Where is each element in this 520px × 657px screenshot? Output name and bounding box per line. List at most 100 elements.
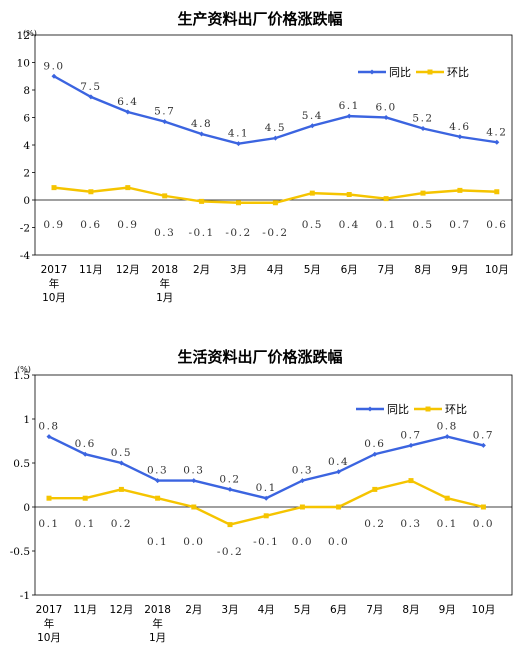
- x-tick-label: 4月: [267, 264, 284, 276]
- legend-label-1: 同比: [389, 66, 411, 79]
- x-tick-label: 年: [152, 617, 163, 630]
- y-tick-label: 1.5: [13, 370, 30, 382]
- data-label: 0.3: [147, 465, 168, 477]
- legend-marker: [425, 406, 431, 412]
- data-label: 4.6: [449, 121, 470, 133]
- data-point: [480, 504, 486, 510]
- data-label: 4.8: [191, 118, 212, 130]
- legend-label-2: 环比: [445, 403, 467, 416]
- data-label: 4.1: [228, 128, 249, 140]
- x-tick-label: 5月: [304, 264, 321, 276]
- plot-frame: [34, 374, 513, 596]
- data-point: [408, 478, 414, 484]
- x-tick-label: 3月: [230, 264, 247, 276]
- data-label: 0.6: [80, 219, 101, 231]
- x-tick-label: 11月: [79, 264, 103, 276]
- data-label: 0.3: [183, 465, 204, 477]
- data-point: [125, 185, 131, 191]
- data-label: -0.1: [253, 536, 279, 548]
- data-label: 0.0: [473, 518, 494, 530]
- y-tick-label: 1: [23, 414, 30, 426]
- data-label: 0.5: [111, 447, 132, 459]
- data-point: [272, 200, 278, 206]
- y-tick-label: 0: [23, 195, 30, 207]
- y-tick-label: 10: [17, 58, 30, 70]
- data-label: -0.1: [188, 227, 214, 239]
- data-point: [444, 434, 450, 440]
- y-tick-label: -4: [20, 250, 31, 262]
- x-tick-label: 7月: [378, 264, 395, 276]
- data-point: [420, 190, 426, 196]
- data-point: [162, 193, 168, 199]
- data-label: 5.7: [154, 106, 175, 118]
- x-tick-label: 7月: [366, 604, 383, 616]
- data-label: 0.3: [292, 465, 313, 477]
- x-tick-label: 8月: [414, 264, 431, 276]
- data-point: [457, 187, 463, 193]
- data-label: 0.7: [449, 219, 470, 231]
- data-label: 7.5: [80, 81, 101, 93]
- data-label: 9.0: [43, 60, 64, 72]
- data-label: 4.5: [265, 122, 286, 134]
- data-label: 0.6: [75, 438, 96, 450]
- data-point: [88, 94, 94, 100]
- data-point: [82, 451, 88, 457]
- data-point: [162, 119, 168, 125]
- data-label: 0.3: [400, 518, 421, 530]
- y-tick-label: 0: [23, 502, 30, 514]
- data-point: [51, 73, 57, 79]
- x-tick-label: 9月: [439, 604, 456, 616]
- data-point: [236, 200, 241, 206]
- data-point: [199, 198, 205, 204]
- data-label: 0.8: [38, 421, 59, 433]
- x-tick-label: 9月: [451, 264, 468, 276]
- data-label: 0.1: [256, 482, 277, 494]
- data-label: 0.2: [219, 473, 240, 485]
- data-point: [263, 513, 269, 519]
- x-tick-label: 6月: [330, 604, 347, 616]
- y-tick-label: -1: [20, 590, 30, 602]
- legend-marker: [367, 406, 373, 412]
- x-tick-label: 年: [44, 617, 55, 630]
- x-tick-label: 4月: [258, 604, 275, 616]
- y-unit-label: (%): [23, 29, 37, 38]
- data-point: [336, 504, 342, 510]
- data-label: -0.2: [225, 227, 251, 239]
- chart-title: 生产资料出厂价格涨跌幅: [177, 10, 342, 28]
- x-tick-label: 5月: [294, 604, 311, 616]
- x-tick-label: 2018: [151, 264, 178, 276]
- data-point: [444, 495, 450, 501]
- x-tick-label: 2017: [36, 604, 63, 616]
- data-point: [263, 495, 269, 501]
- data-label: 0.5: [412, 219, 433, 231]
- x-tick-label: 10月: [471, 604, 495, 616]
- data-label: 6.4: [117, 96, 138, 108]
- plot-frame: [34, 34, 513, 256]
- y-tick-label: 12: [17, 30, 30, 42]
- y-tick-label: 0.5: [13, 458, 30, 470]
- x-tick-label: 8月: [402, 604, 419, 616]
- x-tick-label: 10月: [42, 292, 66, 304]
- chart-title: 生活资料出厂价格涨跌幅: [177, 348, 342, 366]
- data-label: 0.8: [437, 421, 458, 433]
- data-label: 0.2: [111, 518, 132, 530]
- data-label: 0.1: [147, 536, 168, 548]
- data-point: [125, 109, 131, 115]
- data-point: [420, 126, 426, 131]
- data-point: [383, 115, 389, 120]
- data-point: [82, 495, 88, 501]
- data-point: [480, 442, 486, 448]
- data-point: [155, 495, 161, 501]
- data-label: 0.5: [302, 219, 323, 231]
- legend-label-2: 环比: [447, 66, 469, 79]
- data-point: [299, 504, 305, 510]
- data-point: [336, 469, 342, 475]
- x-tick-label: 1月: [149, 632, 166, 644]
- x-tick-label: 2017: [41, 264, 68, 276]
- x-tick-label: 2018: [144, 604, 171, 616]
- x-tick-label: 年: [159, 277, 170, 290]
- data-label: 0.9: [43, 219, 64, 231]
- data-point: [118, 460, 124, 466]
